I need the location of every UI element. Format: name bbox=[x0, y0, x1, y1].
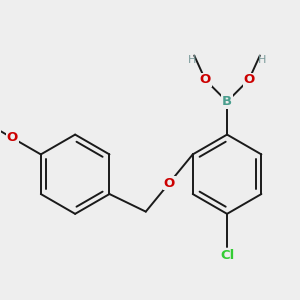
Text: H: H bbox=[258, 55, 266, 65]
Text: Cl: Cl bbox=[220, 249, 234, 262]
Text: O: O bbox=[7, 131, 18, 144]
Text: H: H bbox=[188, 55, 196, 65]
Text: B: B bbox=[222, 95, 232, 108]
Text: O: O bbox=[164, 176, 175, 190]
Text: O: O bbox=[243, 73, 254, 86]
Text: O: O bbox=[200, 73, 211, 86]
